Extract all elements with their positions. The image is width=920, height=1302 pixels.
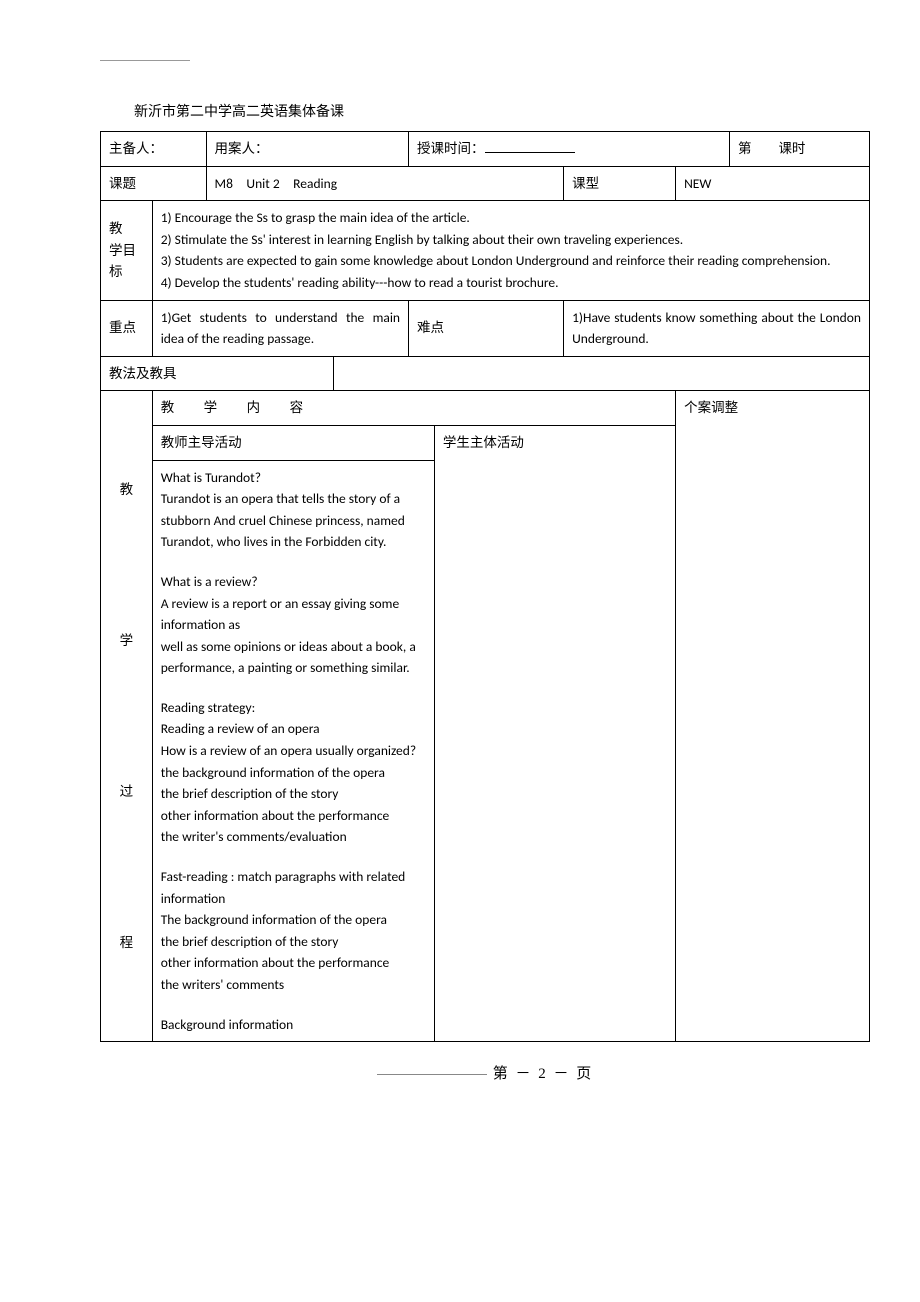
- content-body-cell: What is Turandot?Turandot is an opera th…: [152, 460, 434, 1042]
- objective-1: 1) Encourage the Ss to grasp the main id…: [161, 207, 861, 229]
- content-gap: [161, 679, 426, 697]
- content-line: A review is a report or an essay giving …: [161, 593, 426, 636]
- teacher-activity-label: 教师主导活动: [152, 425, 434, 460]
- footer-rule: [377, 1074, 487, 1075]
- content-line: the writer's comments/evaluation: [161, 826, 426, 848]
- content-line: other information about the performance: [161, 952, 426, 974]
- content-line: The background information of the opera: [161, 909, 426, 931]
- method-label: 教法及教具: [101, 356, 334, 391]
- content-line: the brief description of the story: [161, 783, 426, 805]
- keypoint-label: 重点: [101, 300, 153, 356]
- topic-value: M8 Unit 2 Reading: [206, 166, 564, 201]
- content-line: well as some opinions or ideas about a b…: [161, 636, 426, 679]
- content-line: the writers' comments: [161, 974, 426, 996]
- preparer-label: 主备人：: [101, 132, 207, 167]
- time-cell: 授课时间：: [409, 132, 730, 167]
- student-activity-label: 学生主体活动: [434, 425, 675, 1041]
- content-line: What is Turandot?: [161, 467, 426, 489]
- content-line: Reading a review of an opera: [161, 718, 426, 740]
- method-blank: [333, 356, 869, 391]
- content-line: How is a review of an opera usually orga…: [161, 740, 426, 762]
- time-label: 授课时间：: [417, 141, 485, 156]
- content-line: Background information: [161, 1014, 426, 1036]
- content-line: the brief description of the story: [161, 931, 426, 953]
- content-gap: [161, 848, 426, 866]
- topic-label: 课题: [101, 166, 207, 201]
- period-suffix: 课时: [778, 141, 805, 156]
- content-line: Fast-reading : match paragraphs with rel…: [161, 866, 426, 909]
- content-label: 教 学 内 容: [152, 391, 675, 426]
- page-footer: 第 － 2 － 页: [100, 1062, 870, 1083]
- content-gap: [161, 996, 426, 1014]
- process-vertical-label: 教 学 过 程: [101, 391, 153, 1042]
- content-gap: [161, 553, 426, 571]
- objective-4: 4) Develop the students' reading ability…: [161, 272, 861, 294]
- content-line: other information about the performance: [161, 805, 426, 827]
- objectives-cell: 1) Encourage the Ss to grasp the main id…: [152, 201, 869, 300]
- time-blank: [485, 140, 575, 154]
- document-title: 新沂市第二中学高二英语集体备课: [134, 101, 870, 121]
- adjust-label: 个案调整: [676, 391, 870, 1042]
- difficulty-label: 难点: [409, 300, 564, 356]
- objective-3: 3) Students are expected to gain some kn…: [161, 250, 861, 272]
- content-line: Turandot is an opera that tells the stor…: [161, 488, 426, 553]
- difficulty-text: 1)Have students know something about the…: [564, 300, 870, 356]
- type-value: NEW: [676, 166, 870, 201]
- keypoint-text: 1)Get students to understand the main id…: [152, 300, 408, 356]
- content-line: Reading strategy:: [161, 697, 426, 719]
- content-line: What is a review?: [161, 571, 426, 593]
- period-cell: 第 课时: [729, 132, 869, 167]
- user-label: 用案人：: [206, 132, 408, 167]
- type-label: 课型: [564, 166, 676, 201]
- footer-text: 第 － 2 － 页: [493, 1066, 594, 1082]
- lesson-plan-table: 主备人： 用案人： 授课时间： 第 课时 课题 M8 Unit 2 Readin…: [100, 131, 870, 1042]
- header-rule: [100, 60, 190, 61]
- objective-2: 2) Stimulate the Ss' interest in learnin…: [161, 229, 861, 251]
- period-prefix: 第: [738, 141, 752, 156]
- content-line: the background information of the opera: [161, 762, 426, 784]
- objectives-label: 教 学目标: [101, 201, 153, 300]
